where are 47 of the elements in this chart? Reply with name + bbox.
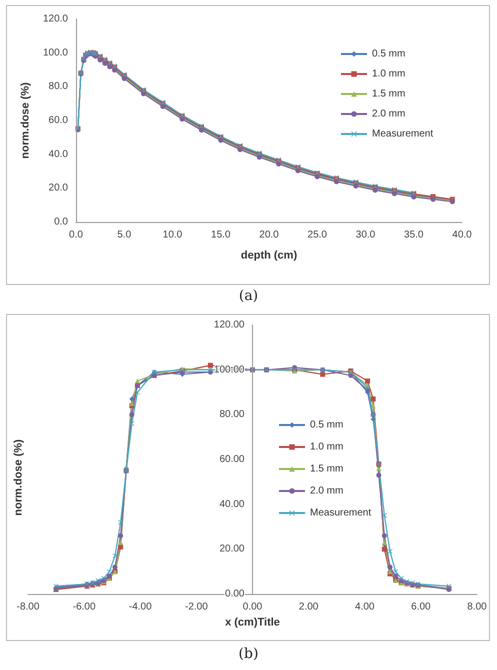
x-tick-label: 2.00 xyxy=(298,602,319,612)
x-axis-title: x (cm)Title xyxy=(225,616,280,628)
x-axis-title: depth (cm) xyxy=(240,250,298,262)
y-tick-label: 60.0 xyxy=(48,115,68,126)
legend-label: 1.0 mm xyxy=(310,442,344,452)
legend-label: 2.0 mm xyxy=(310,486,344,496)
y-tick-label: 0.0 xyxy=(54,216,68,228)
y-axis-title: norm.dose (%) xyxy=(20,82,32,159)
legend-label: 1.5 mm xyxy=(310,464,344,474)
x-tick-label: 8.00 xyxy=(467,602,488,612)
x-tick-label: -6.00 xyxy=(72,602,96,612)
x-tick-label: 0.00 xyxy=(242,602,263,612)
x-tick-label: 30.0 xyxy=(356,230,376,240)
legend-label: 0.5 mm xyxy=(310,420,344,430)
x-tick-label: -8.00 xyxy=(16,602,40,612)
y-tick-label: 80.0 xyxy=(48,81,68,92)
x-tick-label: 20.0 xyxy=(259,230,280,240)
legend-label: 0.5 mm xyxy=(372,48,406,60)
x-tick-label: 35.0 xyxy=(404,230,424,240)
text: (b) xyxy=(238,646,260,662)
y-tick-label: 60.00 xyxy=(219,454,245,465)
legend-label: 2.0 mm xyxy=(372,108,406,120)
y-tick-label: 120.0 xyxy=(42,14,68,24)
y-tick-label: 40.00 xyxy=(219,498,245,510)
x-tick-label: 5.0 xyxy=(117,230,132,240)
x-tick-label: 15.0 xyxy=(211,230,231,240)
legend-label: 1.0 mm xyxy=(372,68,406,80)
legend-label: Measurement xyxy=(310,508,372,518)
legend-label: 1.5 mm xyxy=(372,88,406,100)
text: (a) xyxy=(238,288,260,304)
legend-label: Measurement xyxy=(372,128,434,140)
y-axis-title: norm.dose (%) xyxy=(12,438,24,516)
x-tick-label: -4.00 xyxy=(128,602,152,612)
x-tick-label: 0.0 xyxy=(69,230,84,240)
y-tick-label: 120.00 xyxy=(214,320,245,330)
x-tick-label: -2.00 xyxy=(184,602,208,612)
x-tick-label: 40.0 xyxy=(452,230,472,240)
x-tick-label: 6.00 xyxy=(411,602,432,612)
x-tick-label: 10.0 xyxy=(162,230,183,240)
y-tick-label: 40.0 xyxy=(48,148,68,160)
y-tick-label: 80.00 xyxy=(219,409,245,420)
x-tick-label: 25.0 xyxy=(308,230,328,240)
y-tick-label: 20.0 xyxy=(48,182,68,194)
y-tick-label: 20.00 xyxy=(219,544,245,555)
x-tick-label: 4.00 xyxy=(355,602,375,612)
y-tick-label: 0.00 xyxy=(225,588,245,600)
y-tick-label: 100.0 xyxy=(42,47,68,58)
